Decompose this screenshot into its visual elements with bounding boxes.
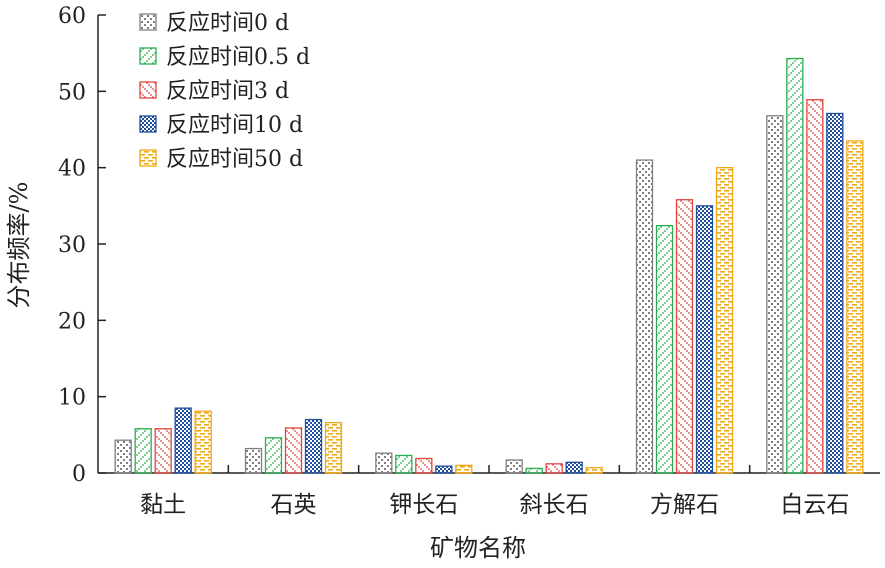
y-tick-label: 20 [58, 309, 86, 334]
legend-swatch [139, 149, 157, 167]
bar [826, 112, 844, 474]
y-tick-label: 30 [58, 233, 86, 258]
legend-swatch [139, 13, 157, 31]
bar [655, 225, 674, 474]
bar [174, 407, 192, 474]
y-tick-label: 40 [58, 157, 86, 182]
bar [415, 457, 433, 474]
legend-label: 反应时间0 d [166, 11, 289, 36]
bar [525, 467, 543, 474]
bar [695, 205, 714, 474]
legend-swatch [139, 81, 157, 99]
x-tick-label: 钾长石 [389, 492, 458, 518]
x-tick-label: 石英 [271, 492, 317, 518]
bar [194, 410, 212, 474]
bar [585, 467, 603, 474]
bar [635, 159, 654, 474]
y-axis-title: 分布频率/% [5, 182, 33, 309]
bars [114, 57, 864, 474]
bar [565, 461, 583, 474]
legend-swatch [139, 47, 157, 65]
bar [244, 447, 263, 474]
bar [304, 418, 323, 474]
legend: 反应时间0 d 反应时间0.5 d 反应时间3 d 反应时间10 d 反应时间50 d [139, 11, 310, 172]
legend-label: 反应时间10 d [166, 113, 303, 138]
bar [806, 99, 824, 474]
bar [505, 459, 523, 474]
x-tick-label: 白云石 [780, 492, 849, 518]
y-tick-label: 0 [72, 462, 86, 487]
bar [284, 427, 303, 474]
bar [786, 57, 804, 474]
legend-label: 反应时间3 d [166, 79, 289, 104]
x-axis-title: 矿物名称 [430, 534, 526, 562]
x-tick-label: 方解石 [650, 492, 719, 518]
bar [114, 439, 132, 474]
bar [264, 437, 283, 474]
bar [154, 428, 172, 474]
bar [766, 115, 784, 474]
bar [134, 428, 152, 474]
bar [715, 167, 734, 474]
bar [675, 199, 694, 474]
bar [846, 140, 864, 474]
x-tick-label: 斜长石 [520, 492, 589, 518]
legend-label: 反应时间0.5 d [166, 45, 310, 70]
bar [395, 454, 413, 474]
legend-swatch [139, 115, 157, 133]
bar [545, 463, 563, 474]
bar [435, 465, 453, 474]
x-tick-label: 黏土 [140, 492, 186, 518]
legend-label: 反应时间50 d [166, 147, 303, 172]
bar [455, 464, 473, 474]
y-tick-label: 60 [58, 4, 86, 29]
y-tick-label: 50 [58, 80, 86, 105]
bar [324, 421, 343, 474]
y-tick-label: 10 [58, 386, 86, 411]
axes: 0 10 20 30 40 50 60 黏土 石英 钾长石 斜长石 方解石 白云石 [58, 4, 880, 518]
bar [375, 452, 393, 474]
